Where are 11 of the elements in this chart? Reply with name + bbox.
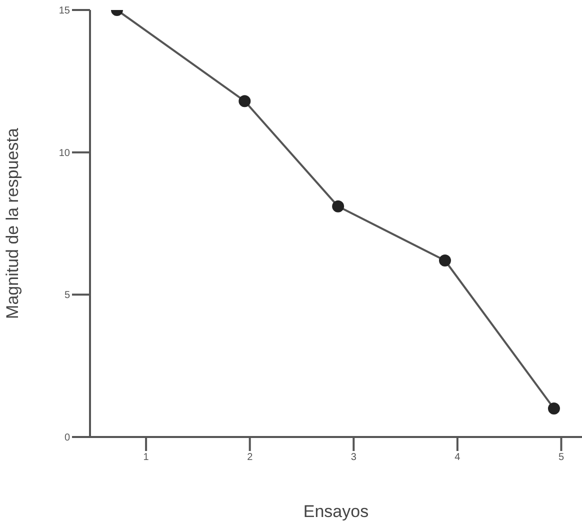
y-tick-label: 5 [64,290,70,302]
y-tick-label: 0 [64,432,70,444]
y-axis-title: Magnitud de la respuesta [3,128,22,319]
x-tick-label: 2 [247,452,254,464]
y-tick-label: 15 [58,6,70,17]
y-tick-label: 10 [58,148,70,159]
x-axis-title: Ensayos [303,502,369,521]
x-tick-label: 5 [558,452,564,464]
x-tick-label: 1 [143,452,150,464]
x-tick-label: 4 [454,452,461,464]
x-tick-label: 3 [350,452,357,464]
